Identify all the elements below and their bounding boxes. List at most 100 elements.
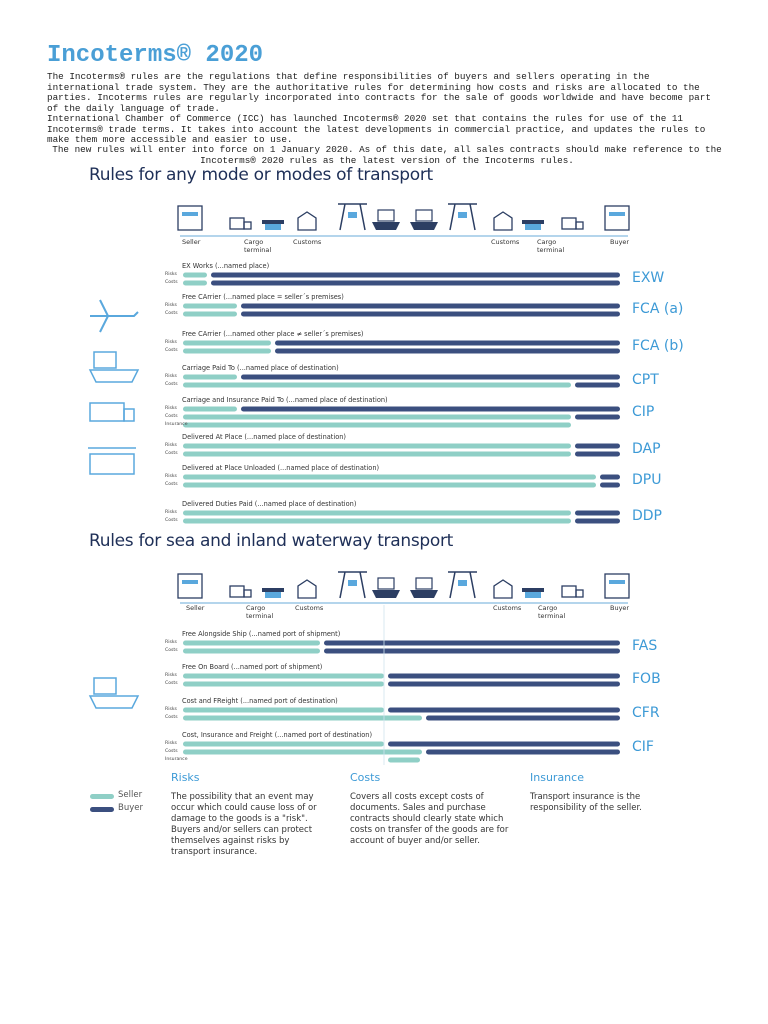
icon <box>372 222 400 230</box>
seller-bar <box>183 482 596 488</box>
rule-code: FCA (a) <box>632 301 684 317</box>
location-label: Buyer <box>610 604 630 612</box>
icon <box>415 577 433 590</box>
seller-bar <box>183 707 384 713</box>
rule-description: Delivered At Place (...named place of de… <box>182 433 347 441</box>
seller-bar <box>183 340 271 346</box>
row-label: Risks <box>165 640 177 645</box>
buyer-bar <box>324 640 620 646</box>
row-label: Risks <box>165 406 177 411</box>
location-label: Cargo terminal <box>246 604 274 620</box>
buyer-bar <box>575 510 620 516</box>
icon <box>604 205 630 231</box>
icon <box>458 212 467 218</box>
seller-bar <box>183 422 571 428</box>
seller-bar <box>183 648 320 654</box>
seller-bar <box>183 715 422 721</box>
row-label: Risks <box>165 741 177 746</box>
buyer-bar <box>600 482 620 488</box>
location-label: Seller <box>182 238 201 246</box>
row-label: Costs <box>165 348 178 353</box>
rule-description: Free Alongside Ship (...named port of sh… <box>182 630 341 638</box>
buyer-bar <box>388 673 620 679</box>
side-icon <box>88 369 140 383</box>
icon <box>348 580 357 586</box>
buyer-bar <box>388 741 620 747</box>
side-icon <box>93 677 117 695</box>
location-label: Cargo terminal <box>538 604 566 620</box>
icon <box>265 592 281 598</box>
rule-description: Carriage Paid To (...named place of dest… <box>182 364 339 372</box>
icon <box>609 580 625 584</box>
icon <box>377 209 395 222</box>
seller-bar <box>183 311 237 317</box>
location-label: Buyer <box>610 238 630 246</box>
row-label: Risks <box>165 510 177 515</box>
icon <box>265 224 281 230</box>
icon <box>448 203 477 231</box>
row-label: Costs <box>165 749 178 754</box>
seller-bar <box>183 382 571 388</box>
buyer-bar <box>211 272 620 278</box>
paragraph: The new rules will enter into force on 1… <box>52 144 722 166</box>
seller-bar <box>183 510 571 516</box>
legend-swatch <box>90 807 114 812</box>
note-heading: Risks <box>171 771 200 784</box>
icon <box>415 209 433 222</box>
location-label: Customs <box>491 238 520 246</box>
seller-bar <box>183 443 571 449</box>
icon <box>262 588 284 592</box>
title: Incoterms® 2020 <box>47 42 264 69</box>
row-label: Risks <box>165 272 177 277</box>
buyer-bar <box>575 414 620 420</box>
rule-description: EX Works (...named place) <box>182 262 270 270</box>
rule-code: DAP <box>632 441 661 457</box>
row-label: Costs <box>165 451 178 456</box>
rule-code: CIF <box>632 739 654 755</box>
icon <box>448 571 477 599</box>
buyer-bar <box>575 518 620 524</box>
buyer-bar <box>275 340 620 346</box>
row-label: Risks <box>165 707 177 712</box>
rule-description: Cost, Insurance and Freight (...named po… <box>182 731 373 739</box>
icon <box>338 203 367 231</box>
row-label: Costs <box>165 681 178 686</box>
location-label: Seller <box>186 604 205 612</box>
location-label: Customs <box>295 604 324 612</box>
buyer-bar <box>575 382 620 388</box>
row-label: Costs <box>165 382 178 387</box>
rule-code: FCA (b) <box>632 338 684 354</box>
icon <box>493 579 513 599</box>
icon <box>575 221 584 230</box>
icon <box>522 588 544 592</box>
rule-code: CIP <box>632 404 655 420</box>
rule-description: Cost and FReight (...named port of desti… <box>182 697 338 705</box>
legend-swatch <box>90 794 114 799</box>
icon <box>262 220 284 224</box>
icon <box>525 592 541 598</box>
icon <box>177 573 203 599</box>
buyer-bar <box>241 406 620 412</box>
rule-code: FAS <box>632 638 658 654</box>
seller-bar <box>183 451 571 457</box>
buyer-bar <box>241 374 620 380</box>
row-label: Costs <box>165 414 178 419</box>
buyer-bar <box>275 348 620 354</box>
icon <box>604 573 630 599</box>
icon <box>493 211 513 231</box>
buyer-bar <box>575 443 620 449</box>
rule-description: Delivered at Place Unloaded (...named pl… <box>182 464 380 472</box>
icon <box>410 222 438 230</box>
row-label: Costs <box>165 280 178 285</box>
icon <box>229 217 245 230</box>
icon <box>525 224 541 230</box>
side-icon <box>93 351 117 369</box>
seller-bar <box>183 749 422 755</box>
icon <box>377 577 395 590</box>
row-label: Costs <box>165 648 178 653</box>
rule-description: Carriage and Insurance Paid To (...named… <box>182 396 388 404</box>
buyer-bar <box>324 648 620 654</box>
seller-bar <box>183 303 237 309</box>
side-icon <box>89 453 135 475</box>
note-text: The possibility that an event may occur … <box>171 792 317 857</box>
